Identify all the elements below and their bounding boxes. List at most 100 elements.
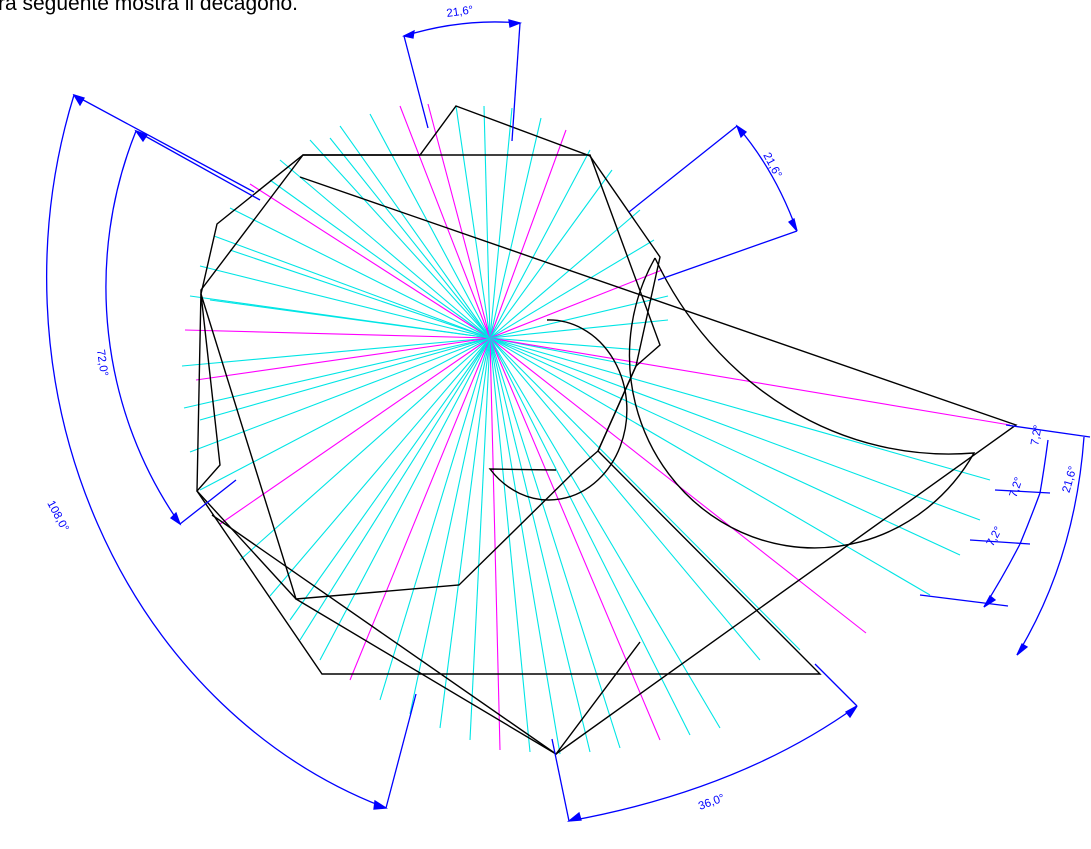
magenta-construction-ray <box>249 183 491 339</box>
dimension-leader <box>919 594 1009 607</box>
dimension-arrow <box>134 129 148 143</box>
cyan-construction-ray <box>299 337 491 641</box>
dimension-arrow <box>373 799 388 810</box>
dimension-leader <box>628 125 738 213</box>
cyan-construction-ray <box>229 249 491 339</box>
dimension-arc-left-outer <box>46 94 387 809</box>
dimension-arc-right-a <box>1039 439 1049 494</box>
cyan-construction-ray <box>489 337 637 367</box>
dimension-leader <box>551 738 570 822</box>
cyan-construction-ray <box>209 299 491 339</box>
magenta-construction-ray <box>427 103 491 339</box>
dimension-leader <box>511 22 521 142</box>
dimension-label-right-total: 21,6° <box>1061 465 1080 494</box>
cyan-construction-ray <box>213 235 491 339</box>
cyan-construction-ray <box>489 337 761 661</box>
dimension-arc-right-b <box>1019 492 1041 545</box>
dimension-arc-upper-right <box>736 125 798 232</box>
cyan-construction-ray <box>489 337 691 736</box>
cyan-construction-ray <box>379 337 491 701</box>
magenta-construction-ray <box>399 105 491 339</box>
dimension-leader <box>657 230 798 281</box>
star-construction-lines-2 <box>211 514 641 755</box>
magenta-construction-ray <box>489 129 567 339</box>
construction-rays <box>181 103 1011 755</box>
dimension-arrow <box>1016 643 1029 656</box>
cyan-construction-ray <box>439 337 491 729</box>
inner-spiral-arc <box>488 319 628 501</box>
decagon-outer-polygon <box>196 154 822 675</box>
cyan-construction-ray <box>189 337 491 453</box>
dimension-leader <box>135 130 261 201</box>
dimension-arrow <box>845 705 858 719</box>
dimension-arrow <box>983 595 997 608</box>
cyan-construction-ray <box>489 295 669 339</box>
cyan-construction-ray <box>229 207 491 339</box>
dimension-annotations <box>46 19 1091 822</box>
cyan-construction-ray <box>369 113 491 339</box>
cyan-construction-ray <box>489 117 542 339</box>
dimension-label-left-outer: 108,0° <box>44 499 70 534</box>
cyan-construction-ray <box>489 209 641 339</box>
cyan-construction-ray <box>409 337 491 715</box>
cyan-construction-ray <box>483 105 491 339</box>
cyan-construction-ray <box>489 337 721 729</box>
dimension-label-right-a: 7,2° <box>1029 424 1044 446</box>
dimension-arrow <box>508 19 523 28</box>
magenta-construction-ray <box>489 269 663 339</box>
dimension-arc-right-total <box>1016 436 1085 656</box>
cyan-construction-ray <box>489 337 591 753</box>
dimension-arrow <box>566 811 582 822</box>
cyan-construction-ray <box>269 337 491 597</box>
cyan-construction-ray <box>489 337 931 596</box>
cyan-construction-ray <box>489 337 961 556</box>
dimension-arrow <box>169 511 182 526</box>
dimension-label-bottom: 36,0° <box>697 792 726 813</box>
cyan-construction-ray <box>489 149 591 339</box>
dimension-leader <box>385 693 417 809</box>
cyan-construction-ray <box>339 125 491 339</box>
cyan-construction-ray <box>489 337 801 651</box>
cyan-construction-ray <box>329 137 491 339</box>
dimension-leader <box>1005 424 1091 438</box>
cyan-construction-ray <box>489 319 669 339</box>
cyan-construction-ray <box>309 139 491 339</box>
cyan-construction-ray <box>269 179 491 339</box>
dimension-leader <box>179 479 237 525</box>
dimension-arrow <box>402 29 415 39</box>
geometry-outlines <box>196 105 1018 755</box>
cyan-construction-ray <box>199 265 491 339</box>
dimension-arrow <box>787 217 798 232</box>
cyan-construction-ray <box>183 337 491 409</box>
cyan-construction-ray <box>279 159 491 339</box>
magenta-construction-ray <box>195 337 491 381</box>
cyan-construction-ray <box>181 337 491 367</box>
dimension-leader <box>73 94 255 193</box>
cyan-construction-ray <box>239 337 491 561</box>
magenta-construction-ray <box>184 329 491 339</box>
cyan-construction-ray <box>489 337 981 521</box>
cyan-construction-ray <box>489 337 531 753</box>
dimension-label-upper-right: 21,6° <box>760 151 783 180</box>
cyan-construction-ray <box>455 105 491 339</box>
cyan-construction-ray <box>469 337 491 741</box>
cyan-construction-ray <box>489 337 561 755</box>
magenta-construction-ray <box>349 337 491 681</box>
dimension-arc-top <box>403 21 521 37</box>
outer-spiral-arc <box>628 257 976 549</box>
magenta-construction-ray <box>219 337 491 525</box>
dimension-arc-left-inner <box>105 130 181 525</box>
cyan-construction-ray <box>489 337 991 481</box>
cyan-construction-ray <box>489 337 621 749</box>
dimension-arrow <box>735 124 748 139</box>
figure-caption: ra seguente mostra il decagono. <box>0 0 299 15</box>
cyan-construction-ray <box>489 337 641 351</box>
dimension-leader <box>994 489 1051 494</box>
cyan-construction-ray <box>289 337 491 621</box>
star-construction-lines <box>200 176 1018 755</box>
dimension-leader <box>814 663 858 707</box>
dimension-label-right-c: 7,2° <box>985 525 1005 549</box>
dimension-leader <box>403 35 429 129</box>
dimension-arrow <box>72 93 85 107</box>
